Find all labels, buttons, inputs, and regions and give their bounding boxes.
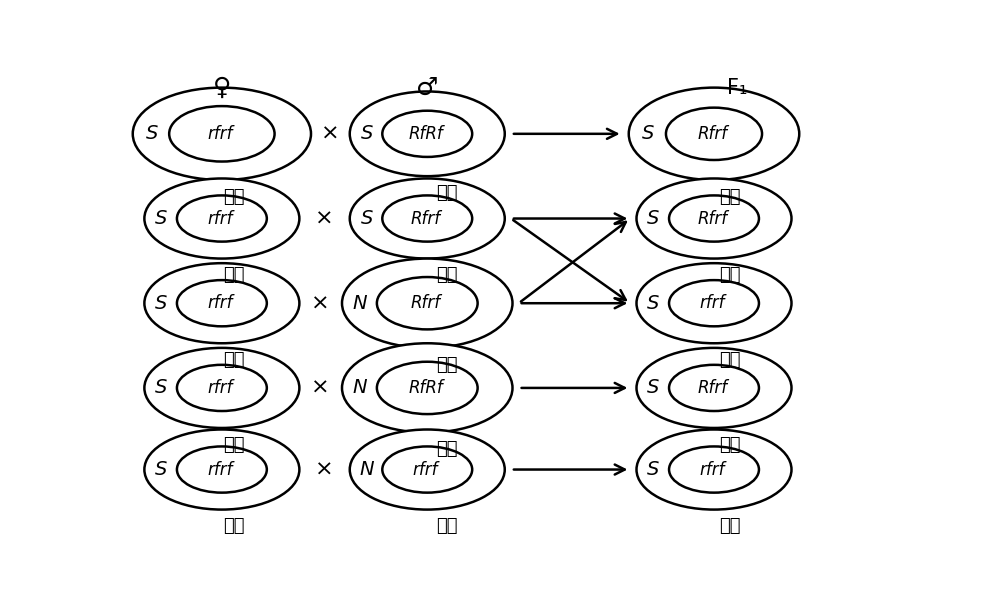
Ellipse shape	[382, 446, 472, 492]
Text: rfrf: rfrf	[700, 294, 725, 312]
Ellipse shape	[669, 446, 759, 492]
Text: S: S	[647, 378, 660, 398]
Text: ×: ×	[315, 459, 334, 479]
Ellipse shape	[669, 196, 759, 241]
Ellipse shape	[350, 178, 505, 259]
Text: Rfrf: Rfrf	[697, 210, 727, 227]
Text: 不育: 不育	[223, 351, 244, 369]
Text: 不育: 不育	[223, 436, 244, 454]
Ellipse shape	[350, 91, 505, 176]
Ellipse shape	[144, 429, 299, 509]
Text: 不育: 不育	[719, 517, 740, 535]
Text: 可育: 可育	[719, 436, 740, 454]
Text: 可育: 可育	[436, 517, 457, 535]
Text: N: N	[359, 460, 374, 479]
Text: S: S	[155, 460, 167, 479]
Ellipse shape	[382, 111, 472, 157]
Text: S: S	[360, 209, 373, 228]
Ellipse shape	[377, 362, 478, 414]
Text: F₁: F₁	[727, 78, 747, 98]
Text: 可育: 可育	[436, 441, 457, 458]
Text: Rfrf: Rfrf	[410, 294, 441, 312]
Text: rfrf: rfrf	[207, 294, 233, 312]
Text: rfrf: rfrf	[207, 461, 233, 478]
Ellipse shape	[629, 88, 799, 180]
Text: N: N	[353, 378, 367, 398]
Text: S: S	[360, 124, 373, 143]
Ellipse shape	[177, 446, 267, 492]
Ellipse shape	[169, 106, 275, 161]
Ellipse shape	[144, 263, 299, 343]
Text: 可育: 可育	[436, 356, 457, 373]
Text: rfrf: rfrf	[207, 379, 233, 397]
Text: rfrf: rfrf	[700, 461, 725, 478]
Ellipse shape	[666, 108, 762, 160]
Ellipse shape	[637, 348, 792, 428]
Ellipse shape	[177, 365, 267, 411]
Text: rfrf: rfrf	[413, 461, 438, 478]
Text: 不育: 不育	[223, 266, 244, 284]
Text: rfrf: rfrf	[207, 210, 233, 227]
Text: Rfrf: Rfrf	[411, 210, 441, 227]
Text: S: S	[642, 124, 654, 143]
Text: ×: ×	[321, 124, 340, 144]
Ellipse shape	[342, 343, 512, 432]
Text: 可育: 可育	[436, 184, 457, 202]
Ellipse shape	[637, 263, 792, 343]
Text: S: S	[647, 209, 660, 228]
Text: ×: ×	[311, 293, 330, 313]
Text: ♂: ♂	[416, 75, 438, 100]
Text: rfrf: rfrf	[207, 125, 233, 143]
Ellipse shape	[144, 348, 299, 428]
Ellipse shape	[342, 259, 512, 348]
Ellipse shape	[377, 277, 478, 329]
Text: S: S	[155, 294, 167, 313]
Text: 不育: 不育	[223, 188, 244, 206]
Ellipse shape	[669, 280, 759, 326]
Ellipse shape	[177, 196, 267, 241]
Text: 不育: 不育	[223, 517, 244, 535]
Text: N: N	[353, 294, 367, 313]
Text: 不育: 不育	[719, 351, 740, 369]
Ellipse shape	[382, 196, 472, 241]
Ellipse shape	[133, 88, 311, 180]
Text: S: S	[155, 209, 167, 228]
Ellipse shape	[669, 365, 759, 411]
Ellipse shape	[350, 429, 505, 509]
Text: Rfrf: Rfrf	[697, 125, 727, 143]
Text: 可育: 可育	[719, 266, 740, 284]
Text: ×: ×	[315, 209, 334, 229]
Ellipse shape	[177, 280, 267, 326]
Ellipse shape	[144, 178, 299, 259]
Text: 可育: 可育	[436, 266, 457, 284]
Ellipse shape	[637, 178, 792, 259]
Text: S: S	[146, 124, 158, 143]
Text: S: S	[155, 378, 167, 398]
Ellipse shape	[637, 429, 792, 509]
Text: ×: ×	[311, 378, 330, 398]
Text: RfRf: RfRf	[408, 125, 443, 143]
Text: S: S	[647, 294, 660, 313]
Text: 可育: 可育	[719, 188, 740, 206]
Text: RfRf: RfRf	[408, 379, 443, 397]
Text: ♀: ♀	[213, 75, 231, 100]
Text: Rfrf: Rfrf	[697, 379, 727, 397]
Text: S: S	[647, 460, 660, 479]
